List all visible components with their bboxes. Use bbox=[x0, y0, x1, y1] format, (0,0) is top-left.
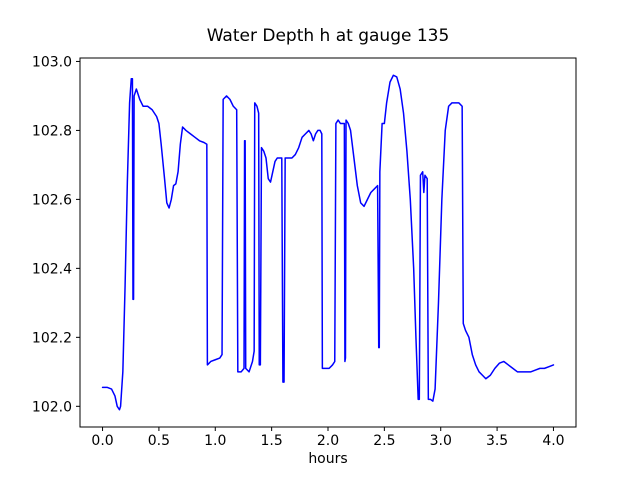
y-tick-label: 102.4 bbox=[32, 261, 72, 277]
x-tick-label: 2.5 bbox=[373, 433, 395, 449]
y-tick-label: 102.8 bbox=[32, 123, 72, 139]
x-axis-label: hours bbox=[308, 451, 348, 467]
x-tick-label: 1.0 bbox=[204, 433, 226, 449]
axes-border bbox=[79, 57, 577, 428]
y-tick-label: 103.0 bbox=[32, 54, 72, 70]
x-tick-label: 4.0 bbox=[542, 433, 564, 449]
x-tick-label: 0.5 bbox=[148, 433, 170, 449]
chart-title: Water Depth h at gauge 135 bbox=[206, 26, 450, 46]
axis-ticks: 0.0 0.5 1.0 1.5 2.0 2.5 3.0 3.5 4.0 102.0 102.2 102… bbox=[32, 54, 565, 449]
x-tick-label: 2.0 bbox=[317, 433, 339, 449]
data-line-series bbox=[101, 74, 555, 411]
x-tick-label: 3.0 bbox=[430, 433, 452, 449]
y-tick-label: 102.2 bbox=[32, 330, 72, 346]
x-tick-label: 3.5 bbox=[486, 433, 508, 449]
x-tick-label: 0.0 bbox=[91, 433, 113, 449]
x-tick-label: 1.5 bbox=[261, 433, 283, 449]
y-tick-label: 102.0 bbox=[32, 399, 72, 415]
y-tick-label: 102.6 bbox=[32, 192, 72, 208]
